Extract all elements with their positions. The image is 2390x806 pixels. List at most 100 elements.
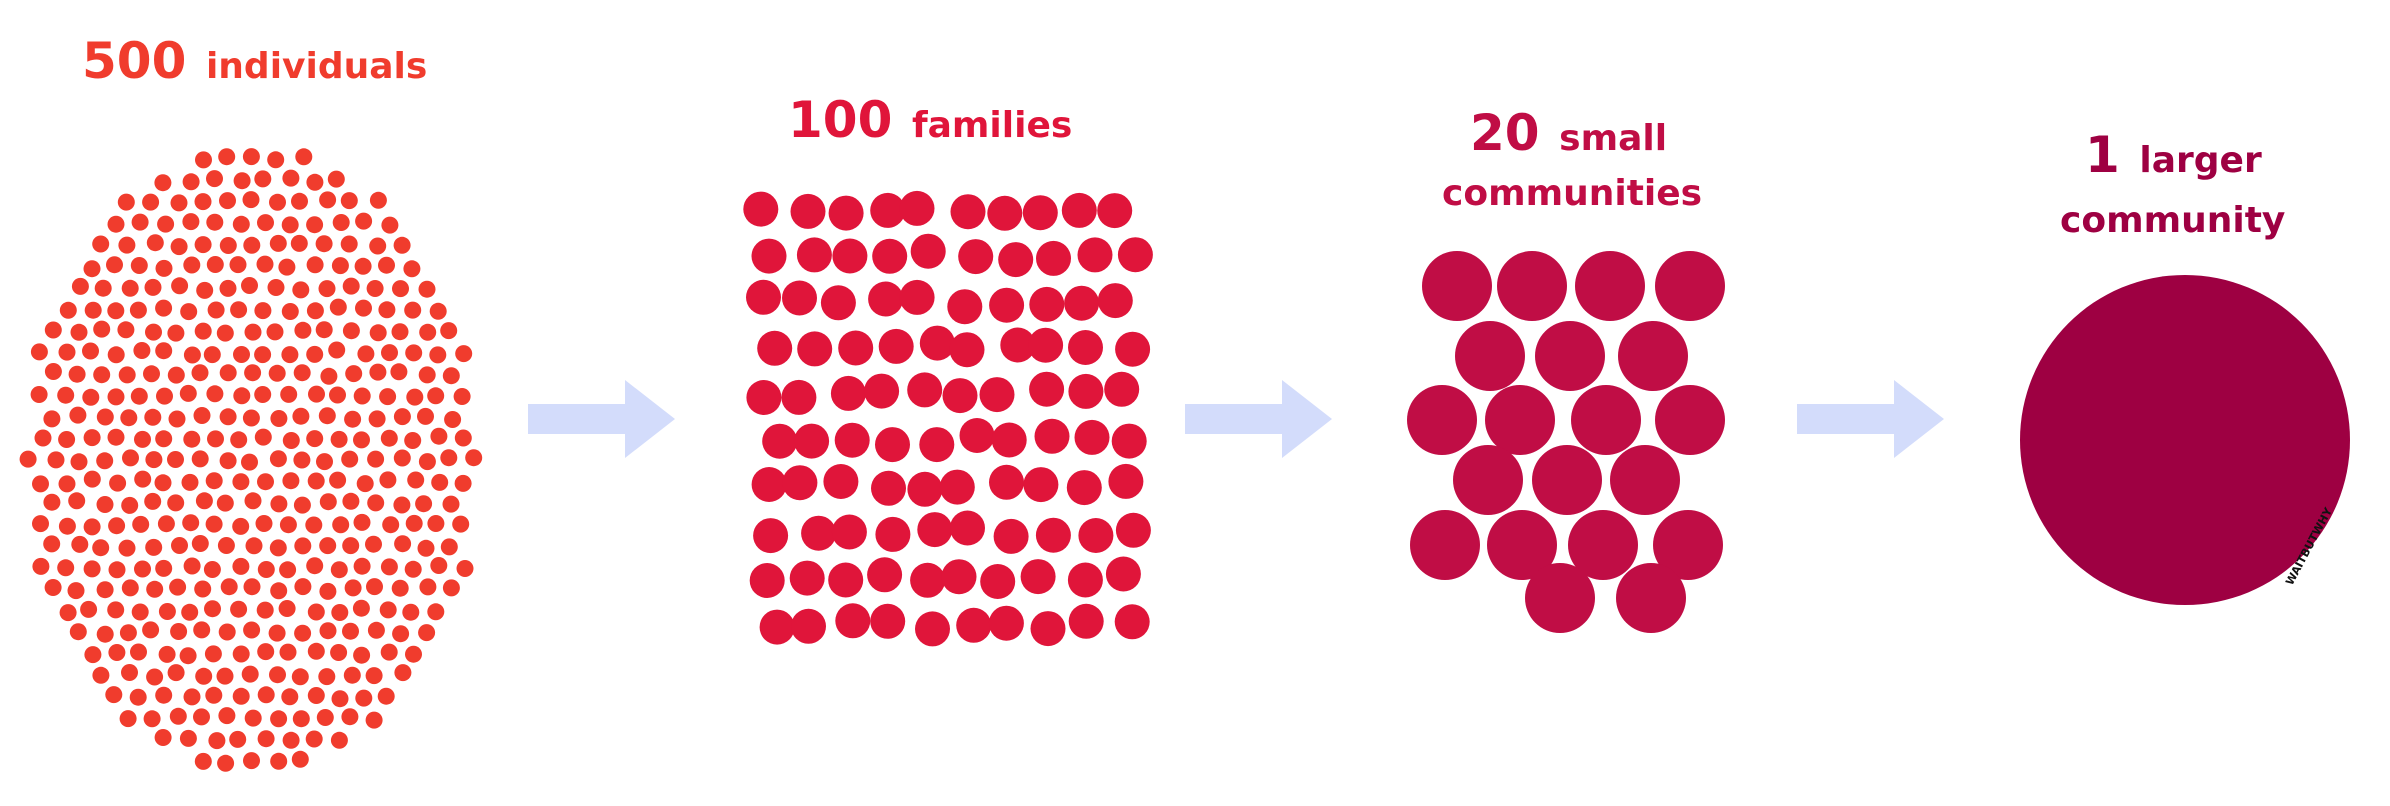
individual-dot bbox=[94, 279, 112, 297]
stage-small-communities-label-line2: communities bbox=[1442, 173, 1702, 214]
individual-dot bbox=[107, 302, 125, 320]
individual-dot bbox=[306, 302, 324, 320]
individual-dot bbox=[241, 453, 258, 471]
individual-dot bbox=[43, 410, 61, 428]
individual-dot bbox=[291, 750, 309, 768]
family-dot bbox=[867, 557, 903, 593]
individual-dot bbox=[182, 213, 200, 231]
individual-dot bbox=[96, 452, 114, 470]
individual-dot bbox=[330, 644, 348, 661]
individual-dot bbox=[71, 277, 89, 295]
individual-dot bbox=[406, 388, 424, 406]
individual-dot bbox=[454, 474, 472, 492]
family-dot bbox=[947, 289, 983, 325]
individual-dot bbox=[444, 411, 462, 428]
family-dot bbox=[828, 195, 864, 231]
individual-dot bbox=[171, 537, 188, 554]
family-dot bbox=[864, 373, 900, 409]
family-dot bbox=[1068, 373, 1104, 409]
individual-dot bbox=[282, 169, 300, 187]
individual-dot bbox=[270, 710, 288, 728]
individual-dot bbox=[341, 450, 359, 468]
individual-dot bbox=[245, 537, 263, 555]
individual-dot bbox=[281, 346, 299, 364]
individual-dot bbox=[208, 732, 226, 750]
individual-dot bbox=[327, 170, 345, 188]
individual-dot bbox=[291, 668, 309, 686]
community-dot bbox=[1655, 385, 1725, 455]
individual-dot bbox=[343, 666, 361, 684]
individual-dot bbox=[194, 193, 212, 211]
individual-dot bbox=[233, 387, 251, 405]
small-community-dots bbox=[1407, 251, 1725, 633]
individual-dot bbox=[191, 364, 209, 382]
family-dot bbox=[1115, 331, 1151, 367]
family-dot bbox=[1068, 603, 1104, 639]
individual-dot bbox=[83, 518, 101, 536]
individual-dot bbox=[216, 324, 234, 342]
individual-dot bbox=[315, 321, 333, 339]
individual-dot bbox=[282, 432, 300, 449]
individual-dot bbox=[357, 345, 375, 363]
individual-dot bbox=[365, 667, 383, 685]
family-dot bbox=[919, 427, 955, 463]
individual-dot bbox=[353, 513, 371, 531]
individual-dot bbox=[134, 560, 151, 578]
individual-dot bbox=[157, 515, 175, 533]
family-dot bbox=[993, 518, 1029, 554]
individual-dot bbox=[393, 236, 411, 254]
individual-dot bbox=[233, 172, 251, 190]
community-dot bbox=[1453, 445, 1523, 515]
individual-dot bbox=[293, 451, 311, 469]
individual-dot bbox=[182, 173, 200, 191]
stage-individuals: 500 individuals bbox=[19, 32, 483, 772]
individual-dot bbox=[169, 578, 187, 596]
individual-dot bbox=[331, 690, 349, 708]
individual-dot bbox=[70, 323, 88, 341]
family-dot bbox=[791, 608, 826, 644]
individual-dot bbox=[230, 301, 248, 319]
individual-dot bbox=[269, 234, 287, 252]
individual-dot bbox=[143, 365, 160, 383]
individual-dot bbox=[391, 323, 409, 341]
individual-dot bbox=[155, 430, 173, 448]
family-dot bbox=[1104, 371, 1140, 407]
individual-dot bbox=[355, 689, 373, 707]
individual-dot bbox=[270, 582, 288, 600]
individual-dot bbox=[84, 646, 102, 664]
community-dot bbox=[1571, 385, 1641, 455]
family-dot bbox=[831, 514, 867, 550]
individual-dot bbox=[106, 256, 123, 274]
individual-dot bbox=[244, 364, 262, 382]
individual-dot bbox=[107, 601, 125, 619]
individual-dot bbox=[219, 452, 237, 470]
individual-dot bbox=[342, 537, 360, 555]
individual-dot bbox=[329, 298, 347, 316]
individual-dot bbox=[353, 557, 371, 575]
individual-dot bbox=[442, 579, 460, 597]
individual-dot bbox=[32, 515, 49, 533]
family-dot bbox=[1022, 195, 1058, 231]
individual-dot bbox=[44, 363, 62, 380]
family-dot bbox=[781, 379, 817, 415]
family-dot bbox=[1108, 463, 1144, 499]
individual-dot bbox=[154, 474, 172, 492]
individual-dot bbox=[315, 235, 333, 253]
individual-dot bbox=[393, 496, 411, 514]
individual-dot bbox=[242, 148, 260, 166]
family-dot bbox=[746, 279, 781, 315]
individual-dot bbox=[183, 688, 201, 706]
family-dot bbox=[820, 285, 856, 321]
family-dot bbox=[958, 239, 994, 275]
individual-dot bbox=[329, 386, 346, 404]
family-dot bbox=[899, 279, 935, 315]
individual-dot bbox=[354, 257, 372, 275]
community-dot bbox=[1575, 251, 1645, 321]
individual-dot bbox=[183, 256, 201, 274]
individual-dot bbox=[68, 365, 86, 383]
individual-dot bbox=[241, 665, 259, 683]
individual-dot bbox=[218, 148, 236, 166]
individual-dot bbox=[203, 346, 221, 364]
community-dot bbox=[1610, 445, 1680, 515]
individual-dots bbox=[19, 148, 483, 772]
